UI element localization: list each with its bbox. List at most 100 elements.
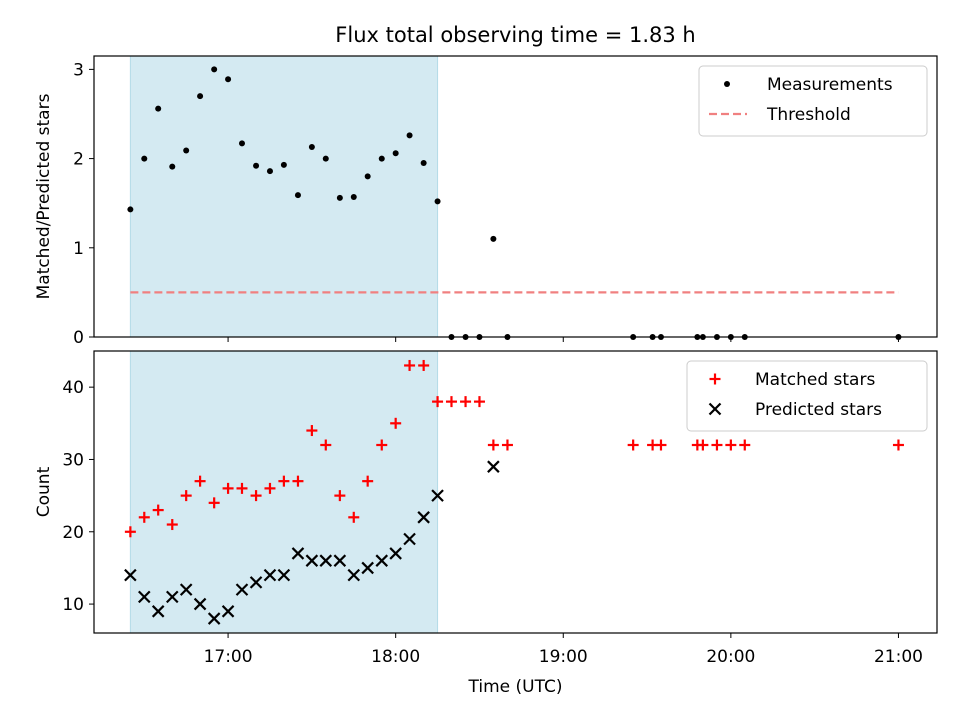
data-point	[235, 583, 249, 596]
data-point	[253, 162, 260, 169]
data-point	[501, 439, 513, 451]
data-point-b	[375, 554, 389, 567]
bottom-panel: 10 20 30 40 17:00 18:00 19:00 20:00 21:00 Count Ti…	[34, 350, 938, 697]
data-point	[124, 568, 137, 582]
data-point	[460, 396, 472, 408]
data-point	[389, 547, 402, 560]
data-point	[194, 475, 206, 487]
data-point	[180, 490, 192, 502]
x-axis-label: Time (UTC)	[468, 677, 563, 697]
data-point	[445, 396, 457, 408]
axes-frame	[93, 55, 938, 338]
data-point	[892, 439, 904, 451]
legend: Measurements Threshold	[698, 65, 928, 137]
data-point	[124, 526, 136, 538]
data-point-b	[235, 583, 249, 596]
data-point	[141, 155, 148, 162]
data-point	[306, 425, 318, 437]
chart-title: Flux total observing time = 1.83 h	[335, 23, 695, 47]
legend-swatch	[708, 402, 722, 416]
legend-label: Threshold	[766, 105, 851, 125]
data-point-b	[487, 460, 500, 473]
y-axis-label: Count	[34, 466, 54, 517]
data-point	[305, 554, 319, 567]
data-point	[348, 511, 360, 523]
x-tick-label: 18:00	[371, 647, 420, 667]
data-point	[364, 173, 371, 180]
y-tick-label: 2	[73, 150, 84, 170]
data-point	[169, 163, 176, 170]
data-point-b	[403, 532, 416, 546]
data-point-b	[179, 583, 193, 596]
data-point	[655, 439, 667, 451]
data-point	[127, 206, 134, 213]
data-point-b	[221, 605, 235, 618]
legend-swatch	[709, 373, 721, 385]
data-point	[697, 439, 709, 451]
figure-title-group: Flux total observing time = 1.83 h	[335, 23, 695, 47]
data-point-b	[263, 568, 277, 582]
data-point-b	[333, 554, 347, 567]
data-point	[222, 482, 234, 494]
data-point	[225, 76, 232, 83]
data-point	[333, 554, 347, 567]
data-point	[280, 161, 287, 168]
data-point	[236, 482, 248, 494]
data-point	[418, 359, 430, 371]
y-tick-label: 30	[62, 450, 84, 470]
data-point	[334, 490, 346, 502]
shaded-observing-span	[129, 350, 439, 634]
data-point-b	[193, 597, 207, 611]
x-tick-label: 17:00	[204, 647, 253, 667]
data-point	[179, 583, 193, 596]
data-point	[152, 504, 164, 516]
legend-swatch	[724, 81, 730, 87]
data-point	[434, 198, 441, 205]
data-point	[347, 568, 361, 582]
data-point	[406, 132, 413, 139]
data-point	[221, 605, 235, 618]
legend-swatch-b	[708, 402, 722, 416]
data-point	[376, 439, 388, 451]
data-point	[197, 93, 204, 100]
y-axis-label: Matched/Predicted stars	[34, 93, 54, 299]
data-point	[155, 105, 162, 112]
data-point-b	[291, 547, 305, 560]
data-point	[208, 497, 220, 509]
data-point-b	[347, 568, 361, 582]
data-point	[166, 519, 178, 531]
data-point	[487, 460, 500, 473]
data-point	[138, 590, 151, 604]
data-point	[490, 235, 497, 242]
data-point	[207, 612, 221, 625]
data-point	[319, 554, 333, 567]
data-point	[392, 150, 399, 157]
data-point	[627, 439, 639, 451]
data-point-b	[305, 554, 319, 567]
data-point	[417, 511, 430, 524]
axes-frame	[93, 350, 938, 634]
data-point	[138, 511, 150, 523]
data-point-b	[207, 612, 221, 625]
shaded-observing-span	[129, 55, 439, 338]
data-point	[390, 417, 402, 429]
data-point	[322, 155, 329, 162]
legend-label: Matched stars	[755, 370, 875, 390]
data-point	[432, 396, 444, 408]
data-point	[263, 568, 277, 582]
data-point-b	[124, 568, 137, 582]
data-point-b	[417, 511, 430, 524]
data-point	[350, 193, 357, 200]
data-point-b	[319, 554, 333, 567]
data-point	[151, 605, 165, 618]
y-tick-label: 40	[62, 378, 84, 398]
data-point	[193, 597, 207, 611]
data-point-b	[249, 576, 263, 589]
series-matched-stars	[124, 359, 904, 538]
data-point	[294, 192, 301, 199]
data-point	[431, 489, 444, 502]
legend: Matched stars Predicted stars	[686, 360, 928, 432]
y-tick-label: 0	[73, 328, 84, 348]
data-point	[404, 359, 416, 371]
